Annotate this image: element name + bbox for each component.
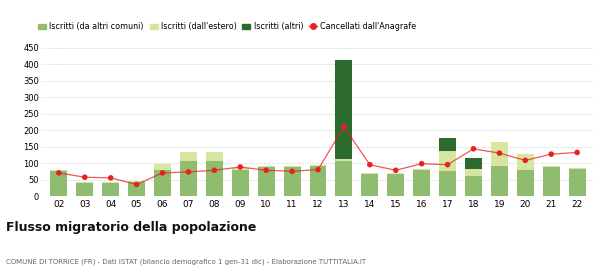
Point — [339, 125, 349, 129]
Point — [547, 152, 556, 156]
Bar — [517, 170, 534, 196]
Bar — [543, 167, 560, 196]
Point — [365, 162, 374, 167]
Legend: Iscritti (da altri comuni), Iscritti (dall'estero), Iscritti (altri), Cancellati: Iscritti (da altri comuni), Iscritti (da… — [35, 19, 419, 34]
Bar — [232, 168, 248, 170]
Bar — [128, 181, 145, 182]
Bar — [361, 172, 378, 174]
Point — [443, 162, 452, 167]
Point — [184, 170, 193, 174]
Bar — [465, 176, 482, 196]
Point — [521, 158, 530, 163]
Bar — [284, 167, 301, 196]
Bar — [465, 169, 482, 176]
Point — [391, 168, 401, 172]
Bar — [388, 172, 404, 174]
Point — [132, 182, 142, 187]
Text: COMUNE DI TORRICE (FR) - Dati ISTAT (bilancio demografico 1 gen-31 dic) - Elabor: COMUNE DI TORRICE (FR) - Dati ISTAT (bil… — [6, 258, 366, 265]
Bar — [335, 159, 352, 161]
Bar — [232, 170, 248, 196]
Bar — [258, 166, 275, 167]
Bar — [154, 170, 171, 196]
Bar — [76, 183, 93, 196]
Bar — [491, 142, 508, 166]
Bar — [491, 166, 508, 196]
Point — [262, 168, 271, 172]
Point — [209, 168, 219, 172]
Point — [469, 147, 478, 151]
Bar — [180, 152, 197, 161]
Bar — [335, 161, 352, 196]
Bar — [50, 171, 67, 196]
Bar — [284, 166, 301, 167]
Point — [313, 167, 323, 172]
Point — [235, 165, 245, 169]
Bar — [154, 164, 171, 170]
Text: Flusso migratorio della popolazione: Flusso migratorio della popolazione — [6, 221, 256, 234]
Bar — [180, 161, 197, 196]
Point — [417, 162, 427, 166]
Bar — [413, 170, 430, 196]
Bar — [439, 151, 456, 171]
Bar — [543, 166, 560, 167]
Bar — [465, 158, 482, 169]
Bar — [102, 182, 119, 183]
Point — [158, 171, 167, 175]
Point — [106, 176, 115, 180]
Bar — [569, 169, 586, 196]
Bar — [206, 161, 223, 196]
Bar — [361, 174, 378, 196]
Point — [80, 175, 89, 179]
Bar — [439, 138, 456, 151]
Bar — [569, 168, 586, 169]
Bar — [413, 169, 430, 170]
Bar — [128, 182, 145, 196]
Bar — [310, 165, 326, 166]
Bar — [50, 170, 67, 171]
Bar — [335, 60, 352, 159]
Bar — [102, 183, 119, 196]
Point — [287, 169, 297, 174]
Bar — [388, 174, 404, 196]
Point — [54, 171, 64, 175]
Bar — [310, 166, 326, 196]
Point — [494, 151, 504, 155]
Bar — [517, 154, 534, 170]
Point — [572, 150, 582, 155]
Bar — [206, 152, 223, 161]
Bar — [258, 167, 275, 196]
Bar — [439, 171, 456, 196]
